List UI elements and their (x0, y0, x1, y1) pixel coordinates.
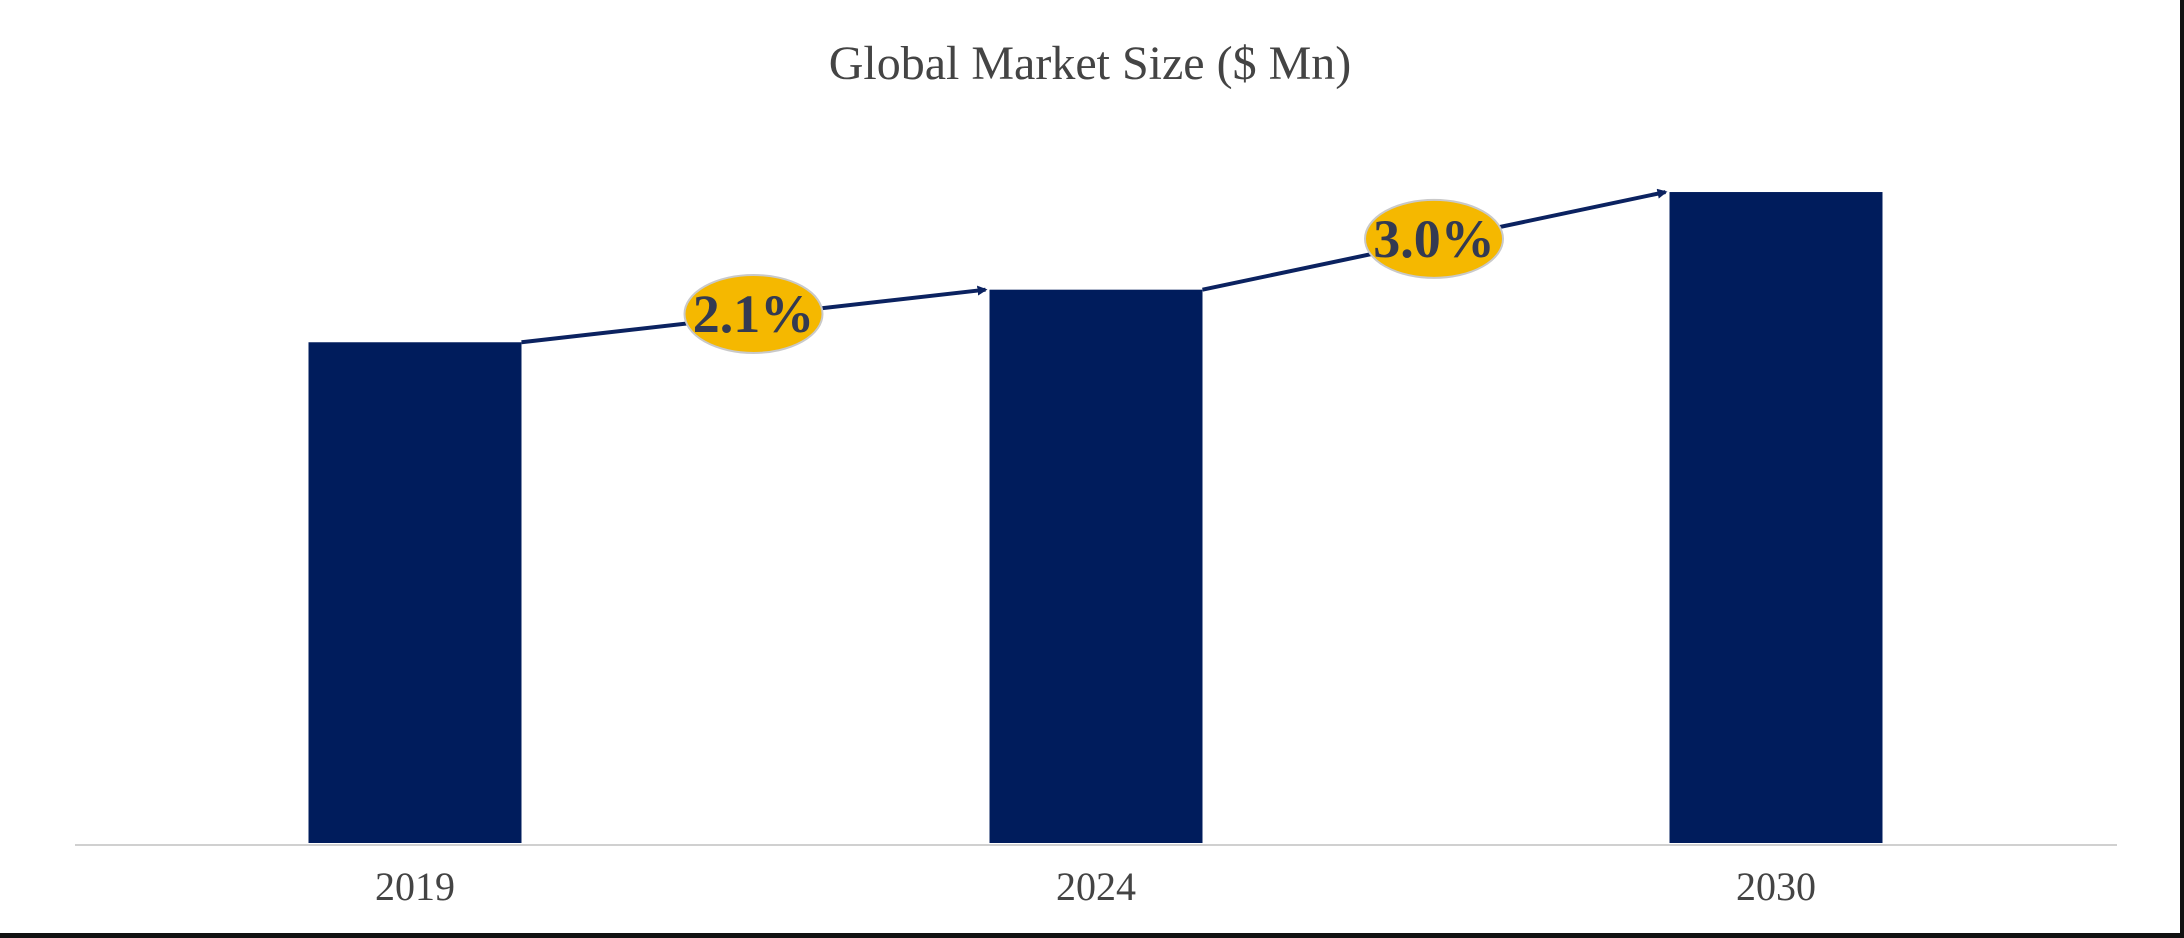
bar-2019 (308, 342, 522, 843)
cagr-label-1: 2.1% (693, 284, 815, 344)
bar-2030 (1669, 192, 1883, 843)
plot-area: 2019 2024 2030 2.1% 3.0% (75, 188, 2117, 909)
x-tick-label-2024: 2024 (1056, 864, 1136, 909)
x-tick-label-2030: 2030 (1736, 864, 1816, 909)
cagr-badge-1 (683, 273, 824, 354)
bar-2024 (989, 289, 1203, 843)
chart-title: Global Market Size ($ Mn) (829, 37, 1352, 90)
cagr-label-2: 3.0% (1373, 209, 1495, 269)
x-tick-label-2019: 2019 (375, 864, 455, 909)
cagr-badge-2 (1364, 198, 1504, 279)
